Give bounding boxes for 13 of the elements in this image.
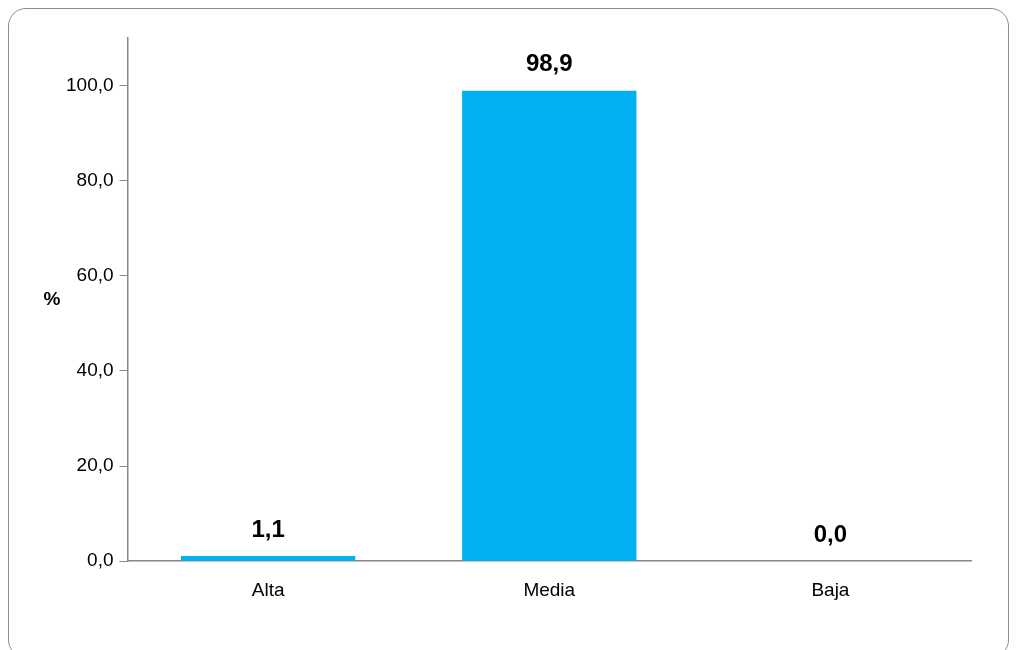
x-tick-label: Baja <box>811 578 850 600</box>
data-label: 1,1 <box>251 514 285 542</box>
x-tick-label: Alta <box>251 578 285 600</box>
data-label: 98,9 <box>525 49 573 77</box>
y-axis-title: % <box>43 287 61 309</box>
x-tick-label: Media <box>523 578 576 600</box>
y-tick-label: 0,0 <box>87 549 114 571</box>
y-tick-label: 60,0 <box>76 264 114 286</box>
data-label: 0,0 <box>813 519 848 547</box>
y-tick-label: 40,0 <box>76 359 114 381</box>
y-tick-label: 100,0 <box>66 73 114 95</box>
y-tick-label: 80,0 <box>76 168 114 190</box>
y-tick-label: 20,0 <box>76 454 114 476</box>
